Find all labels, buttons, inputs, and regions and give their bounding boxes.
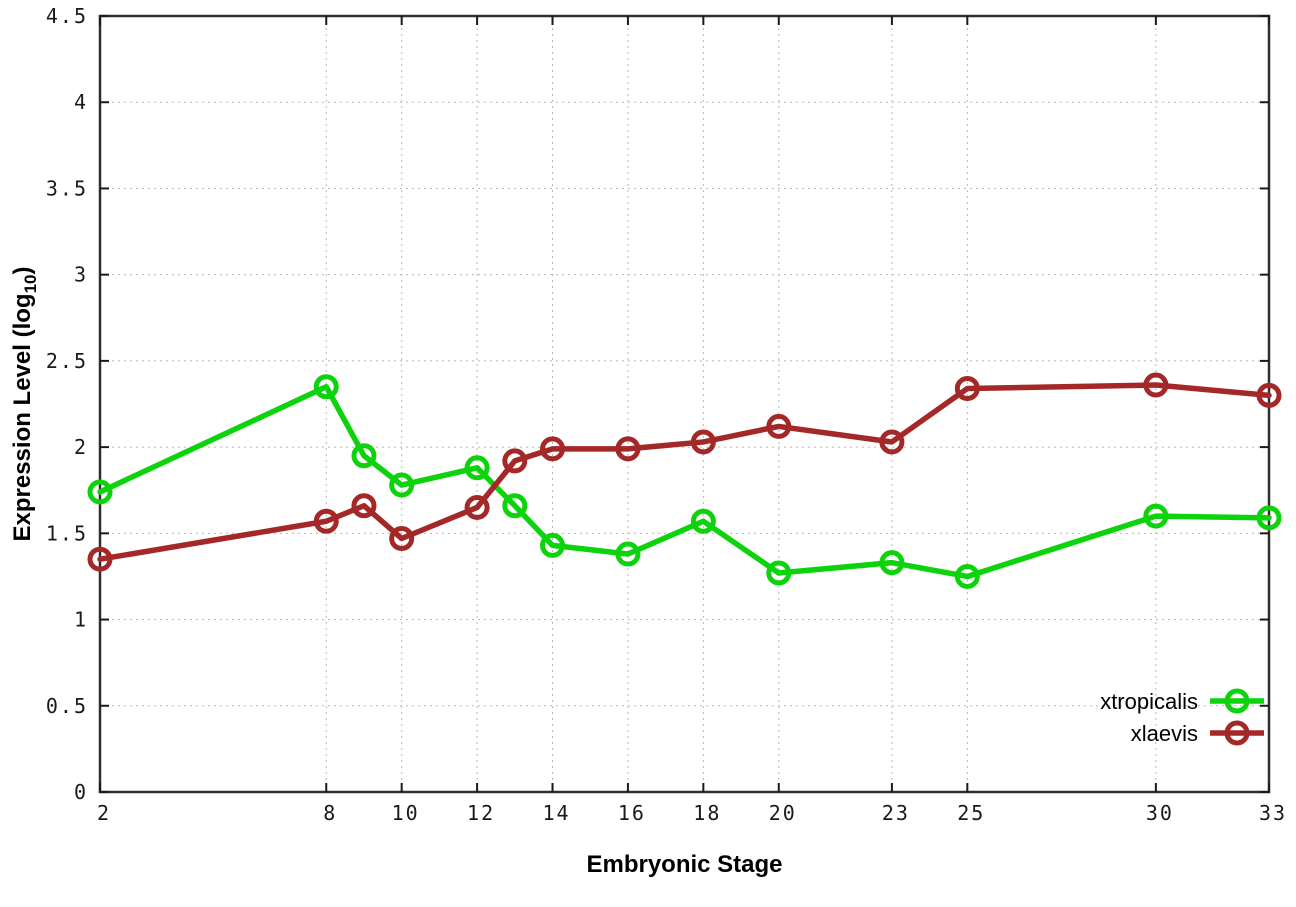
y-tick-label: 3 bbox=[74, 263, 88, 287]
y-tick-label: 2 bbox=[74, 435, 88, 459]
x-tick-label: 30 bbox=[1146, 801, 1174, 825]
legend-label-xtropicalis: xtropicalis bbox=[1100, 689, 1198, 714]
data-point-xtropicalis bbox=[351, 443, 377, 469]
y-tick-label: 0.5 bbox=[46, 694, 88, 718]
data-point-xlaevis bbox=[540, 436, 566, 462]
x-axis-title: Embryonic Stage bbox=[586, 851, 782, 878]
y-tick-label: 0 bbox=[74, 780, 88, 804]
plot-border bbox=[98, 14, 1271, 794]
y-axis-title: Expression Level (log10) bbox=[9, 267, 40, 542]
data-point-xlaevis bbox=[690, 429, 716, 455]
data-point-xlaevis bbox=[87, 546, 113, 572]
x-tick-label: 10 bbox=[392, 801, 420, 825]
y-tick-label: 4 bbox=[74, 90, 88, 114]
legend-label-xlaevis: xlaevis bbox=[1131, 721, 1198, 746]
x-tick-label: 16 bbox=[618, 801, 646, 825]
data-point-xtropicalis bbox=[502, 493, 528, 519]
data-point-xlaevis bbox=[313, 508, 339, 534]
data-point-xlaevis bbox=[1143, 372, 1169, 398]
x-tick-label: 23 bbox=[882, 801, 910, 825]
data-point-xtropicalis bbox=[1256, 505, 1282, 531]
data-point-xtropicalis bbox=[690, 508, 716, 534]
y-tick-label: 2.5 bbox=[46, 349, 88, 373]
x-tick-label: 14 bbox=[542, 801, 570, 825]
data-point-xlaevis bbox=[879, 429, 905, 455]
data-point-xtropicalis bbox=[615, 541, 641, 567]
data-point-xtropicalis bbox=[389, 472, 415, 498]
x-tick-label: 33 bbox=[1259, 801, 1287, 825]
y-axis-title-subscript: 10 bbox=[21, 275, 40, 294]
data-point-xtropicalis bbox=[313, 374, 339, 400]
data-point-xtropicalis bbox=[954, 563, 980, 589]
data-point-xlaevis bbox=[954, 375, 980, 401]
data-point-xtropicalis bbox=[1143, 503, 1169, 529]
x-tick-label: 8 bbox=[323, 801, 337, 825]
y-tick-label: 1 bbox=[74, 608, 88, 632]
x-tick-label: 25 bbox=[957, 801, 985, 825]
data-point-xtropicalis bbox=[879, 550, 905, 576]
y-axis-title-main: Expression Level (log bbox=[9, 293, 36, 541]
data-point-xlaevis bbox=[766, 413, 792, 439]
y-tick-label: 4.5 bbox=[46, 4, 88, 28]
y-tick-label: 3.5 bbox=[46, 176, 88, 200]
x-tick-label: 18 bbox=[693, 801, 721, 825]
series-line-xtropicalis bbox=[97, 384, 1272, 580]
data-point-xtropicalis bbox=[540, 532, 566, 558]
data-point-xlaevis bbox=[351, 493, 377, 519]
y-tick-label: 1.5 bbox=[46, 521, 88, 545]
legend-marker-xtropicalis bbox=[1224, 688, 1250, 714]
data-point-xtropicalis bbox=[464, 455, 490, 481]
legend-marker-xlaevis bbox=[1224, 720, 1250, 746]
y-axis-title-close-paren: ) bbox=[9, 267, 36, 275]
data-point-xlaevis bbox=[464, 494, 490, 520]
x-tick-label: 2 bbox=[97, 801, 111, 825]
x-tick-label: 12 bbox=[467, 801, 495, 825]
data-point-xtropicalis bbox=[87, 479, 113, 505]
data-point-xlaevis bbox=[615, 436, 641, 462]
data-point-xlaevis bbox=[389, 526, 415, 552]
data-point-xtropicalis bbox=[766, 560, 792, 586]
data-point-xlaevis bbox=[1256, 382, 1282, 408]
x-tick-label: 20 bbox=[769, 801, 797, 825]
data-point-xlaevis bbox=[502, 448, 528, 474]
